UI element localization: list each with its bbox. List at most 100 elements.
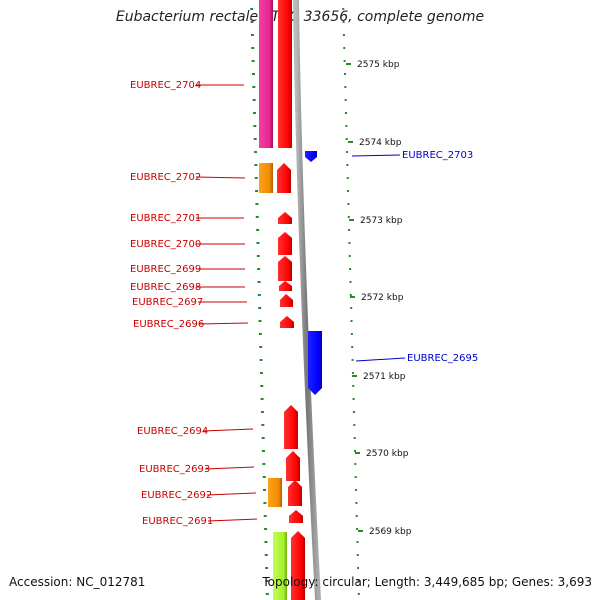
guide-dot <box>349 268 352 270</box>
gene-label[interactable]: EUBREC_2696 <box>133 319 204 330</box>
guide-dot <box>260 411 264 413</box>
guide-dot <box>265 580 269 582</box>
guide-dot <box>348 229 351 231</box>
cds-eubrec-2696 <box>280 316 294 328</box>
gene-label[interactable]: EUBREC_2697 <box>132 297 203 308</box>
guide-dot <box>354 463 357 465</box>
guide-dot <box>356 528 359 530</box>
guide-dot <box>343 73 346 75</box>
guide-dot <box>261 424 265 426</box>
gene-label[interactable]: EUBREC_2701 <box>130 213 201 224</box>
guide-dot <box>260 385 264 387</box>
gene-label[interactable]: EUBREC_2698 <box>130 282 201 293</box>
scale-tick <box>349 219 354 221</box>
guide-dot <box>261 437 265 439</box>
gene-label[interactable]: EUBREC_2695 <box>407 353 478 364</box>
cds-eubrec-2698 <box>279 281 292 291</box>
leader-line <box>195 176 246 179</box>
guide-dot <box>262 476 266 478</box>
guide-dot <box>343 47 346 49</box>
scale-tick <box>352 375 357 377</box>
scale-tick <box>350 296 355 298</box>
leader-line <box>355 357 406 362</box>
guide-dot <box>343 60 346 62</box>
gene-label[interactable]: EUBREC_2704 <box>130 80 201 91</box>
gene-label[interactable]: EUBREC_2692 <box>141 490 212 501</box>
guide-dot <box>252 112 256 114</box>
map-title: Eubacterium rectale ATCC 33656, complete… <box>115 9 485 25</box>
guide-dot <box>264 541 268 543</box>
gene-label[interactable]: EUBREC_2691 <box>142 516 213 527</box>
accession-text: Accession: NC_012781 <box>9 575 146 589</box>
guide-dot <box>353 437 356 439</box>
gene-label[interactable]: EUBREC_2700 <box>130 239 201 250</box>
guide-dot <box>264 528 268 530</box>
guide-dot <box>259 346 263 348</box>
guide-dot <box>263 489 267 491</box>
cds-eubrec-2703 <box>305 151 317 162</box>
cds-eubrec-2697 <box>280 294 293 307</box>
guide-dot <box>265 593 269 595</box>
guide-dot <box>342 21 345 23</box>
guide-dot <box>342 34 345 36</box>
guide-dot <box>348 242 351 244</box>
guide-dot <box>254 164 258 166</box>
gene-label[interactable]: EUBREC_2702 <box>130 172 201 183</box>
guide-dot <box>253 138 257 140</box>
guide-dot <box>251 47 255 49</box>
feature-track-orange-2692 <box>268 478 282 507</box>
guide-dot <box>346 164 349 166</box>
guide-dot <box>257 281 261 283</box>
guide-dot <box>254 177 258 179</box>
leader-line <box>202 428 254 432</box>
guide-dot <box>350 320 353 322</box>
guide-dot <box>265 567 269 569</box>
guide-dot <box>350 307 353 309</box>
guide-dot <box>348 255 351 257</box>
leader-line <box>207 518 258 522</box>
dotted-guide-tracks <box>250 8 360 595</box>
guide-dot <box>346 151 349 153</box>
guide-dot <box>349 281 352 283</box>
guide-dot <box>354 476 357 478</box>
gene-label[interactable]: EUBREC_2694 <box>137 426 208 437</box>
topology-text: Topology: circular; Length: 3,449,685 bp… <box>262 575 592 589</box>
guide-dot <box>354 450 356 452</box>
scale-tick <box>346 63 351 65</box>
gene-label[interactable]: EUBREC_2703 <box>402 150 473 161</box>
guide-dot <box>347 190 350 192</box>
leader-line <box>351 154 401 157</box>
guide-dot <box>250 34 254 36</box>
guide-dot <box>262 463 266 465</box>
gene-label[interactable]: EUBREC_2699 <box>130 264 201 275</box>
guide-dot <box>264 554 268 556</box>
guide-dot <box>258 320 262 322</box>
guide-dot <box>352 398 355 400</box>
scale-tick-label: 2569 kbp <box>369 527 412 537</box>
guide-dot <box>255 190 259 192</box>
guide-dot <box>357 580 360 582</box>
cds-eubrec-2702 <box>277 163 291 193</box>
leader-line <box>204 466 255 470</box>
guide-dot <box>342 8 345 10</box>
guide-dot <box>259 372 263 374</box>
scale-tick-label: 2574 kbp <box>359 138 402 148</box>
scale-tick-label: 2572 kbp <box>361 293 404 303</box>
guide-dot <box>352 411 355 413</box>
scale-tick <box>348 141 353 143</box>
cds-eubrec-2699 <box>278 256 292 281</box>
guide-dot <box>355 502 358 504</box>
guide-dot <box>351 359 354 361</box>
guide-dot <box>345 138 348 140</box>
guide-dot <box>257 268 261 270</box>
scale-tick-label: 2575 kbp <box>357 60 400 70</box>
leader-line <box>198 322 249 325</box>
guide-dot <box>252 99 256 101</box>
cds-eubrec-2694 <box>284 405 298 449</box>
guide-dot <box>253 125 257 127</box>
guide-dot <box>345 125 348 127</box>
gene-label[interactable]: EUBREC_2693 <box>139 464 210 475</box>
genome-backbone <box>293 0 321 600</box>
guide-dot <box>344 86 347 88</box>
